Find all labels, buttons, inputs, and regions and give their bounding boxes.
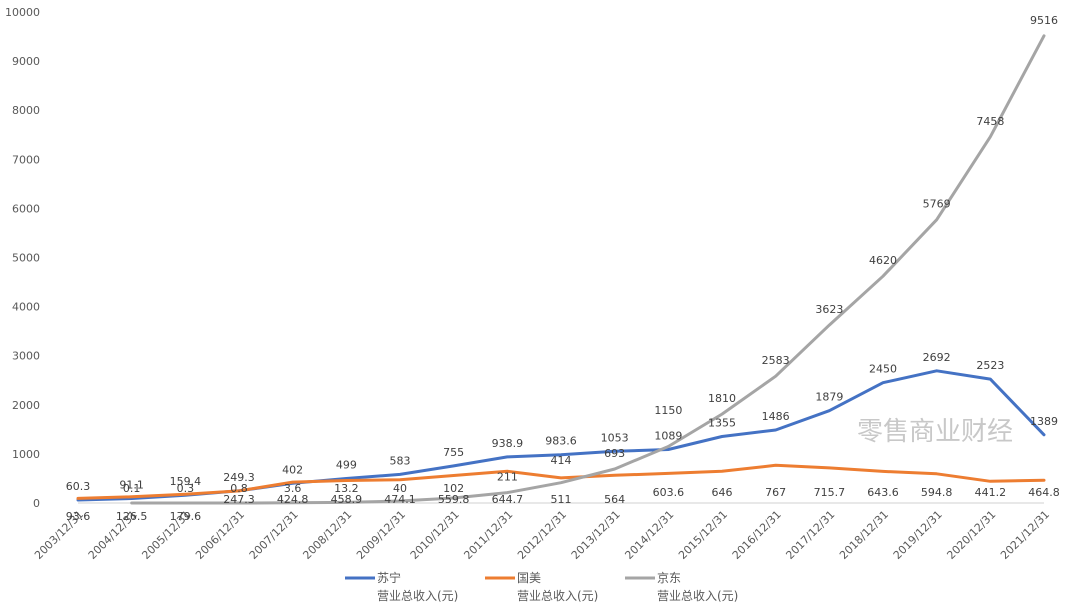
data-label-jd: 4620 bbox=[869, 254, 897, 267]
x-tick-label: 2015/12/31 bbox=[676, 508, 730, 562]
data-label-jd: 1810 bbox=[708, 392, 736, 405]
data-label-jd: 40 bbox=[393, 482, 407, 495]
data-label-gome: 441.2 bbox=[975, 486, 1007, 499]
data-label-suning: 1486 bbox=[762, 410, 790, 423]
data-label-suning: 2450 bbox=[869, 363, 897, 376]
data-label-jd: 7458 bbox=[976, 115, 1004, 128]
data-label-jd: 1150 bbox=[654, 404, 682, 417]
x-tick-label: 2014/12/31 bbox=[622, 508, 676, 562]
series-line-2 bbox=[130, 34, 1046, 505]
data-label-jd: 2583 bbox=[762, 354, 790, 367]
data-label-gome: 126.5 bbox=[116, 510, 148, 523]
legend-label: 国美 bbox=[517, 571, 541, 585]
data-label-gome: 594.8 bbox=[921, 486, 953, 499]
y-tick-label: 3000 bbox=[12, 350, 40, 363]
data-label-gome: 247.3 bbox=[223, 493, 255, 506]
data-label-gome: 564 bbox=[604, 493, 625, 506]
y-tick-label: 9000 bbox=[12, 55, 40, 68]
data-label-gome: 646 bbox=[712, 486, 733, 499]
x-tick-label: 2021/12/31 bbox=[998, 508, 1052, 562]
x-tick-label: 2008/12/31 bbox=[300, 508, 354, 562]
data-label-gome: 715.7 bbox=[814, 486, 846, 499]
legend-label-line2: 营业总收入(元) bbox=[377, 589, 458, 603]
y-tick-label: 5000 bbox=[12, 252, 40, 265]
legend-label: 京东 bbox=[657, 571, 681, 585]
x-tick-label: 2010/12/31 bbox=[408, 508, 462, 562]
x-tick-label: 2012/12/31 bbox=[515, 508, 569, 562]
data-label-gome: 643.6 bbox=[867, 486, 899, 499]
y-tick-label: 2000 bbox=[12, 399, 40, 412]
data-label-jd: 102 bbox=[443, 482, 464, 495]
x-tick-label: 2018/12/31 bbox=[837, 508, 891, 562]
data-label-jd: 3623 bbox=[815, 303, 843, 316]
y-tick-label: 6000 bbox=[12, 202, 40, 215]
data-label-suning: 1053 bbox=[601, 431, 629, 444]
data-label-gome: 458.9 bbox=[331, 493, 363, 506]
legend-label-line2: 营业总收入(元) bbox=[517, 589, 598, 603]
x-tick-label: 2017/12/31 bbox=[783, 508, 837, 562]
data-label-jd: 0.8 bbox=[230, 482, 248, 495]
data-label-jd: 3.6 bbox=[284, 482, 302, 495]
data-label-gome: 474.1 bbox=[384, 493, 416, 506]
x-tick-label: 2019/12/31 bbox=[891, 508, 945, 562]
data-label-jd: 414 bbox=[551, 454, 572, 467]
data-label-gome: 644.7 bbox=[492, 493, 524, 506]
data-label-suning: 249.3 bbox=[223, 471, 255, 484]
x-tick-label: 2006/12/31 bbox=[193, 508, 247, 562]
data-label-suning: 2692 bbox=[923, 351, 951, 364]
data-label-jd: 0.3 bbox=[177, 482, 195, 495]
series-line-1 bbox=[76, 463, 1046, 500]
data-label-suning: 91.1 bbox=[119, 479, 144, 492]
data-label-suning: 1879 bbox=[815, 391, 843, 404]
data-label-suning: 1089 bbox=[654, 430, 682, 443]
y-tick-label: 4000 bbox=[12, 301, 40, 314]
data-label-jd: 693 bbox=[604, 447, 625, 460]
data-label-gome: 767 bbox=[765, 486, 786, 499]
data-label-gome: 424.8 bbox=[277, 493, 309, 506]
data-label-jd: 13.2 bbox=[334, 482, 359, 495]
data-label-gome: 511 bbox=[551, 493, 572, 506]
data-label-suning: 499 bbox=[336, 458, 357, 471]
data-label-jd: 9516 bbox=[1030, 14, 1058, 27]
legend-label-line2: 营业总收入(元) bbox=[657, 589, 738, 603]
data-label-gome: 603.6 bbox=[653, 486, 685, 499]
y-tick-label: 0 bbox=[33, 497, 40, 510]
y-tick-label: 8000 bbox=[12, 104, 40, 117]
data-label-gome: 559.8 bbox=[438, 493, 470, 506]
data-label-suning: 402 bbox=[282, 463, 303, 476]
data-labels: 60.3 93.6 91.1 126.5 0.1 159.4 179.6 0.3 249.3 24… bbox=[66, 14, 1060, 523]
data-label-suning: 159.4 bbox=[170, 475, 202, 488]
x-tick-label: 2013/12/31 bbox=[569, 508, 623, 562]
y-axis-ticks: 0 1000 2000 3000 4000 5000 6000 7000 8000 9000 100… bbox=[5, 6, 40, 510]
x-tick-label: 2020/12/31 bbox=[944, 508, 998, 562]
data-label-jd: 0.1 bbox=[123, 482, 141, 495]
series-lines bbox=[76, 34, 1046, 505]
data-label-suning: 1389 bbox=[1030, 415, 1058, 428]
y-tick-label: 1000 bbox=[12, 448, 40, 461]
data-label-gome: 464.8 bbox=[1028, 486, 1060, 499]
x-tick-label: 2011/12/31 bbox=[461, 508, 515, 562]
x-tick-label: 2016/12/31 bbox=[730, 508, 784, 562]
data-label-suning: 2523 bbox=[976, 359, 1004, 372]
data-label-suning: 755 bbox=[443, 446, 464, 459]
x-tick-label: 2007/12/31 bbox=[247, 508, 301, 562]
data-label-suning: 583 bbox=[390, 454, 411, 467]
legend-label: 苏宁 bbox=[377, 570, 401, 585]
data-label-suning: 983.6 bbox=[545, 435, 577, 448]
data-label-jd: 211 bbox=[497, 471, 518, 484]
data-label-suning: 1355 bbox=[708, 416, 736, 429]
y-tick-label: 7000 bbox=[12, 153, 40, 166]
data-label-jd: 5769 bbox=[923, 198, 951, 211]
watermark: 零售商业财经 bbox=[857, 417, 1013, 447]
x-tick-label: 2009/12/31 bbox=[354, 508, 408, 562]
data-label-gome: 179.6 bbox=[170, 510, 202, 523]
data-label-suning: 938.9 bbox=[492, 437, 524, 450]
data-label-gome: 93.6 bbox=[66, 510, 91, 523]
y-tick-label: 10000 bbox=[5, 6, 40, 19]
data-label-suning: 60.3 bbox=[66, 480, 91, 493]
